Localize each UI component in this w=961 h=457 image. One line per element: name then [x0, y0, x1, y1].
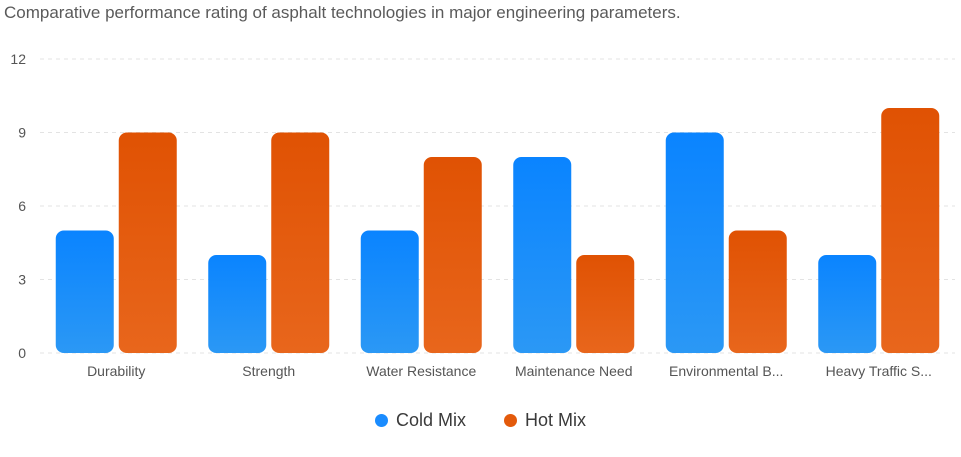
y-tick-label: 9 — [18, 125, 26, 141]
bar-cold-mix-0[interactable] — [55, 230, 114, 354]
x-tick-label: Strength — [242, 363, 295, 379]
y-tick-label: 12 — [10, 51, 26, 67]
x-tick-label: Water Resistance — [366, 363, 476, 379]
legend-swatch — [504, 414, 517, 427]
legend-label: Hot Mix — [525, 410, 587, 430]
bar-cold-mix-4[interactable] — [665, 132, 724, 354]
x-tick-label: Environmental B... — [669, 363, 783, 379]
x-tick-label: Heavy Traffic S... — [826, 363, 932, 379]
legend-item-cold-mix[interactable]: Cold Mix — [374, 410, 466, 431]
legend-item-hot-mix[interactable]: Hot Mix — [504, 410, 586, 431]
legend-swatch — [374, 414, 388, 427]
legend: Cold Mix Hot Mix — [0, 410, 961, 431]
x-tick-label: Durability — [87, 363, 145, 379]
chart-title: Comparative performance rating of asphal… — [4, 3, 681, 22]
bar-hot-mix-5[interactable] — [881, 108, 940, 353]
x-tick-label: Maintenance Need — [515, 363, 633, 379]
bar-hot-mix-4[interactable] — [728, 230, 787, 354]
y-tick-label: 0 — [18, 345, 26, 361]
bar-cold-mix-3[interactable] — [513, 157, 572, 353]
bar-cold-mix-2[interactable] — [360, 230, 419, 354]
bar-cold-mix-1[interactable] — [208, 255, 267, 353]
bar-hot-mix-2[interactable] — [423, 157, 482, 353]
y-tick-label: 6 — [18, 198, 26, 214]
bar-chart: 0 3 6 9 12 Durability Strength Water Resistance… — [10, 51, 955, 379]
legend-label: Cold Mix — [395, 410, 466, 430]
bar-hot-mix-0[interactable] — [118, 132, 177, 354]
y-tick-label: 3 — [18, 272, 26, 288]
bar-cold-mix-5[interactable] — [818, 255, 877, 353]
bar-hot-mix-1[interactable] — [271, 132, 330, 354]
bar-hot-mix-3[interactable] — [576, 255, 635, 353]
